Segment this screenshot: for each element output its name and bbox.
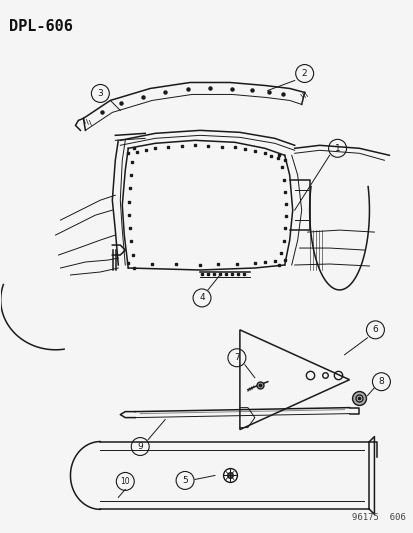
Text: 4: 4 [199, 294, 204, 302]
Text: 6: 6 [372, 325, 377, 334]
Text: 1: 1 [334, 144, 339, 153]
Text: 2: 2 [301, 69, 307, 78]
Text: 8: 8 [377, 377, 383, 386]
Text: 9: 9 [137, 442, 143, 451]
Text: 7: 7 [233, 353, 239, 362]
Text: 10: 10 [120, 477, 130, 486]
Text: DPL-606: DPL-606 [9, 19, 72, 34]
Text: 5: 5 [182, 476, 188, 485]
Text: 3: 3 [97, 89, 103, 98]
Text: 96175  606: 96175 606 [351, 513, 404, 522]
